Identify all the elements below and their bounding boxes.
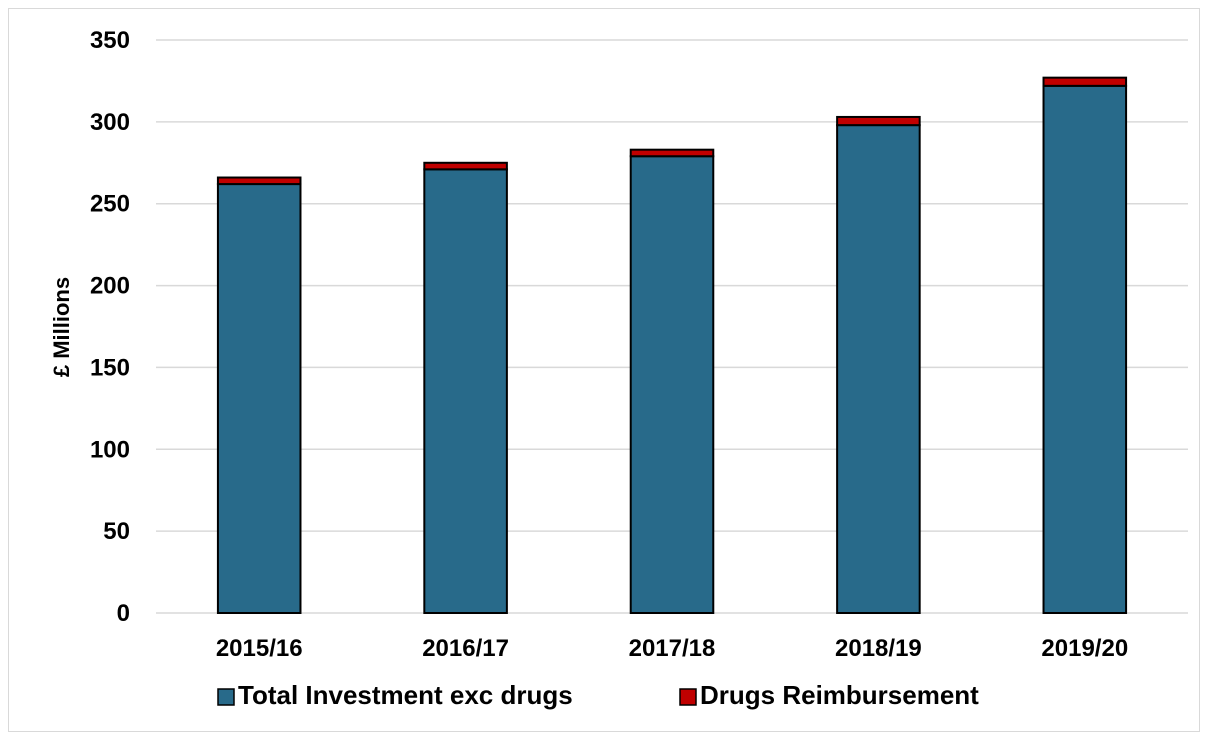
legend-label: Total Investment exc drugs	[238, 680, 573, 710]
y-tick-label: 150	[90, 354, 130, 381]
x-axis-tick-labels: 2015/16 2016/17 2017/18 2018/19 2019/20	[216, 635, 1128, 662]
bar-segment-total-investment	[423, 168, 508, 614]
bar-segment-drugs-reimbursement	[1042, 76, 1128, 87]
bar-segment-drugs-reimbursement	[423, 161, 508, 171]
bar-segment-total-investment	[216, 183, 302, 614]
y-tick-label: 200	[90, 273, 130, 300]
y-tick-label: 100	[90, 436, 130, 463]
bar-segment-drugs-reimbursement	[836, 115, 921, 127]
y-tick-label: 50	[103, 518, 130, 545]
x-tick-label: 2016/17	[422, 635, 509, 662]
x-tick-label: 2018/19	[835, 635, 922, 662]
bar-segment-total-investment	[629, 155, 715, 614]
bar-segment-drugs-reimbursement	[216, 176, 302, 186]
legend-label: Drugs Reimbursement	[700, 680, 979, 710]
legend-swatch	[217, 688, 235, 706]
legend-swatch	[679, 688, 697, 706]
y-tick-label: 0	[117, 600, 130, 627]
y-tick-label: 350	[90, 27, 130, 54]
y-axis-title: £ Millions	[49, 277, 74, 377]
x-tick-label: 2017/18	[629, 635, 716, 662]
bar-segment-total-investment	[836, 124, 921, 614]
chart-frame	[8, 8, 1200, 732]
x-tick-label: 2015/16	[216, 635, 303, 662]
y-tick-label: 250	[90, 191, 130, 218]
y-axis-tick-labels: 0 50 100 150 200 250 300 350	[90, 27, 130, 627]
bar-segment-total-investment	[1042, 84, 1128, 614]
bars	[216, 76, 1128, 614]
x-tick-label: 2019/20	[1041, 635, 1128, 662]
y-tick-label: 300	[90, 109, 130, 136]
legend: Total Investment exc drugs Drugs Reimburs…	[217, 680, 979, 710]
bar-segment-drugs-reimbursement	[629, 148, 715, 158]
